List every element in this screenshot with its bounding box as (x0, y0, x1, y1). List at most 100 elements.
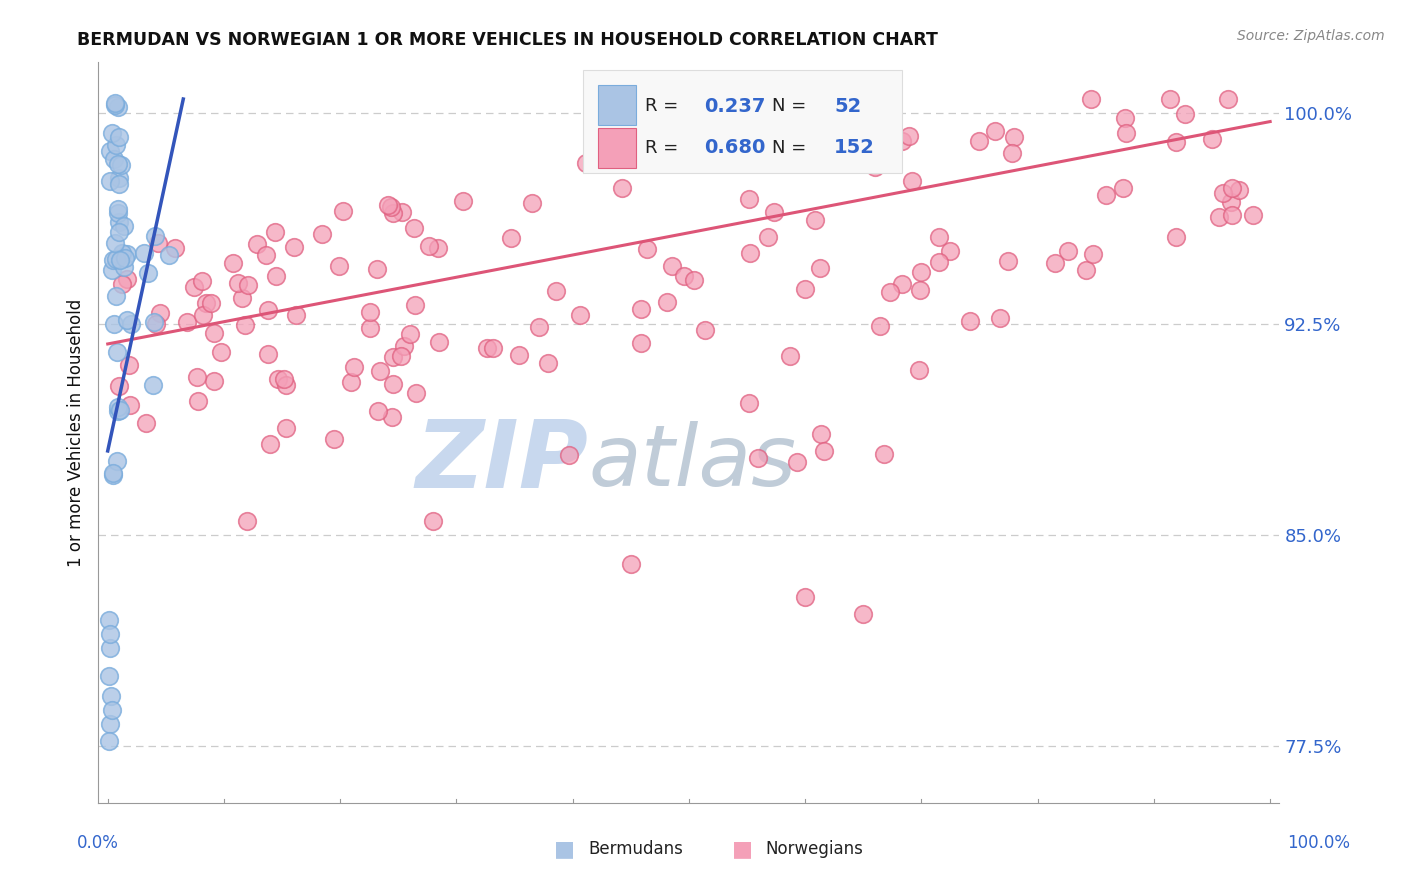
Point (105, 453, 128, 467)
Point (558, 449, 581, 463)
Point (740, 246, 762, 260)
Point (107, 202, 129, 217)
Point (1166, 135, 1188, 149)
Point (508, 348, 530, 362)
Point (482, 342, 505, 356)
Point (267, 372, 290, 386)
Point (939, 244, 962, 258)
Point (200, 296, 222, 310)
Point (846, 155, 869, 169)
Point (852, 607, 875, 622)
Point (112, 260, 135, 274)
Point (120, 398, 142, 412)
Point (418, 239, 440, 253)
Point (135, 416, 157, 430)
Point (108, 379, 131, 393)
Point (163, 241, 186, 255)
Point (908, 284, 931, 298)
Point (186, 370, 208, 384)
Point (132, 246, 155, 260)
Point (105, 345, 128, 359)
FancyBboxPatch shape (598, 128, 636, 168)
Point (283, 239, 305, 253)
Point (359, 305, 381, 319)
Point (183, 280, 205, 294)
Point (101, 253, 124, 268)
Point (202, 374, 225, 388)
Point (1174, 107, 1197, 121)
Point (256, 347, 278, 361)
Point (1112, 181, 1135, 195)
Point (1201, 132, 1223, 146)
Text: Bermudans: Bermudans (589, 839, 683, 858)
Point (97, 669, 120, 683)
Point (107, 206, 129, 220)
Point (794, 591, 817, 605)
Point (1227, 183, 1250, 197)
Point (1115, 126, 1137, 140)
Text: ZIP: ZIP (416, 417, 589, 508)
Point (332, 203, 354, 218)
Point (108, 252, 131, 267)
Point (136, 266, 159, 280)
Point (1212, 186, 1234, 200)
Point (328, 259, 350, 273)
Point (928, 230, 950, 244)
Text: Source: ZipAtlas.com: Source: ZipAtlas.com (1237, 29, 1385, 43)
Point (422, 514, 444, 528)
Point (112, 219, 135, 233)
Point (107, 157, 129, 171)
Point (520, 196, 543, 211)
Point (544, 285, 567, 299)
Point (672, 269, 695, 284)
Point (897, 129, 920, 144)
Point (1002, 129, 1025, 144)
Point (105, 289, 128, 303)
Point (115, 272, 138, 286)
Point (630, 302, 652, 317)
Point (537, 356, 560, 370)
Point (499, 231, 522, 245)
Point (110, 403, 132, 417)
Point (191, 308, 214, 322)
Point (890, 134, 912, 148)
Point (100, 262, 122, 277)
Point (808, 261, 831, 276)
Point (451, 194, 474, 208)
Point (226, 276, 249, 290)
Point (404, 298, 426, 312)
Point (399, 327, 422, 342)
Point (111, 277, 134, 291)
Point (98, 145, 121, 159)
Point (98, 174, 121, 188)
Point (343, 359, 366, 374)
Point (254, 248, 277, 262)
Point (111, 246, 134, 260)
Point (101, 703, 124, 717)
Text: N =: N = (772, 97, 811, 115)
Point (901, 174, 924, 188)
Point (1080, 92, 1102, 106)
Point (983, 124, 1005, 138)
Text: R =: R = (645, 97, 685, 115)
Point (988, 311, 1011, 326)
Point (222, 256, 245, 270)
Point (257, 302, 280, 317)
Text: 52: 52 (834, 96, 862, 116)
Point (568, 308, 591, 322)
Point (967, 134, 990, 148)
Point (381, 376, 404, 391)
Y-axis label: 1 or more Vehicles in Household: 1 or more Vehicles in Household (66, 299, 84, 566)
Point (1001, 146, 1024, 161)
Point (391, 204, 413, 219)
Point (236, 277, 259, 292)
Point (832, 120, 855, 134)
Point (813, 444, 835, 458)
Point (276, 421, 298, 435)
Point (879, 285, 901, 299)
Point (869, 319, 891, 334)
Point (98, 640, 121, 655)
Point (1216, 92, 1239, 106)
Point (381, 206, 404, 220)
Point (107, 400, 129, 414)
